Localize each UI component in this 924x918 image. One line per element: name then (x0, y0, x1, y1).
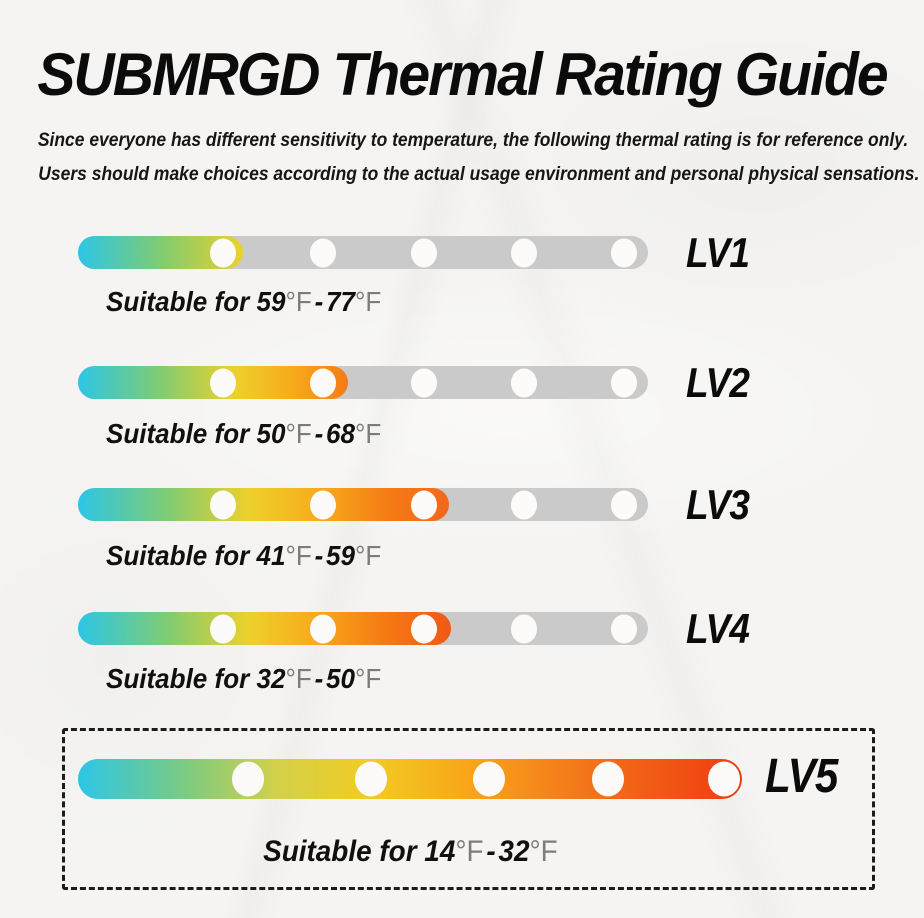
lv5-label: LV5 (765, 750, 838, 803)
temp-high: 77 (326, 286, 356, 317)
temp-low: 50 (256, 418, 286, 449)
degree-unit: °F (529, 835, 558, 868)
rating-dot (231, 761, 264, 797)
rating-dot (473, 761, 506, 797)
lv4-range-text: Suitable for 32°F-50°F (106, 663, 381, 695)
rating-dot (611, 614, 638, 643)
degree-unit: °F (355, 663, 382, 694)
temp-high: 68 (326, 418, 356, 449)
lv3-label: LV3 (686, 481, 750, 528)
suitable-prefix: Suitable for (262, 835, 417, 868)
temp-high: 59 (326, 540, 356, 571)
rating-dot (510, 490, 537, 519)
temp-low: 41 (256, 540, 286, 571)
rating-dot (510, 238, 537, 267)
degree-unit: °F (285, 663, 312, 694)
temp-high: 50 (326, 663, 356, 694)
page-title: SUBMRGD Thermal Rating Guide (0, 42, 924, 108)
rating-dot (209, 368, 236, 397)
rating-dot (591, 761, 624, 797)
degree-unit: °F (285, 540, 312, 571)
lv5-rating-bar (78, 759, 742, 799)
suitable-prefix: Suitable for (106, 286, 250, 317)
degree-unit: °F (355, 286, 382, 317)
rating-dot (410, 238, 437, 267)
subtitle-line-1: Since everyone has different sensitivity… (37, 130, 909, 151)
lv5-range-text: Suitable for 14°F-32°F (78, 835, 742, 869)
lv4-rating-bar (78, 612, 648, 645)
rating-dot (611, 490, 638, 519)
lv5-rating-fill (78, 759, 742, 799)
suitable-prefix: Suitable for (106, 418, 250, 449)
rating-dot (611, 238, 638, 267)
temp-low: 14 (423, 835, 455, 868)
range-separator: - (485, 835, 496, 868)
lv4-label: LV4 (686, 605, 750, 652)
suitable-prefix: Suitable for (106, 663, 250, 694)
lv1-label: LV1 (686, 229, 750, 276)
rating-dot (410, 490, 437, 519)
range-separator: - (314, 286, 324, 317)
rating-dot (410, 368, 437, 397)
rating-dot (510, 614, 537, 643)
rating-dot (209, 490, 236, 519)
rating-dot (708, 761, 741, 797)
degree-unit: °F (285, 286, 312, 317)
degree-unit: °F (355, 540, 382, 571)
lv4-rating-fill (78, 612, 451, 645)
rating-dot (310, 614, 337, 643)
temp-low: 32 (256, 663, 286, 694)
rating-dot (310, 490, 337, 519)
subtitle-line-2: Users should make choices according to t… (38, 164, 920, 185)
rating-dot (310, 368, 337, 397)
degree-unit: °F (355, 418, 382, 449)
range-separator: - (314, 540, 324, 571)
lv2-range-text: Suitable for 50°F-68°F (106, 418, 381, 450)
degree-unit: °F (454, 835, 484, 868)
rating-dot (410, 614, 437, 643)
lv3-rating-bar (78, 488, 648, 521)
degree-unit: °F (285, 418, 312, 449)
rating-dot (510, 368, 537, 397)
lv2-rating-bar (78, 366, 648, 399)
rating-dot (611, 368, 638, 397)
lv3-rating-fill (78, 488, 450, 521)
page-title-text: SUBMRGD Thermal Rating Guide (37, 41, 888, 108)
lv1-rating-bar (78, 236, 648, 269)
lv3-range-text: Suitable for 41°F-59°F (106, 540, 381, 572)
lv2-label: LV2 (686, 359, 750, 406)
rating-dot (209, 614, 236, 643)
rating-dot (310, 238, 337, 267)
rating-dot (209, 238, 236, 267)
lv5-highlight-box: LV5 Suitable for 14°F-32°F (62, 728, 875, 890)
temp-high: 32 (498, 835, 530, 868)
range-separator: - (314, 663, 324, 694)
range-separator: - (314, 418, 324, 449)
lv1-range-text: Suitable for 59°F-77°F (106, 286, 381, 318)
temp-low: 59 (256, 286, 286, 317)
rating-dot (354, 761, 387, 797)
suitable-prefix: Suitable for (106, 540, 250, 571)
